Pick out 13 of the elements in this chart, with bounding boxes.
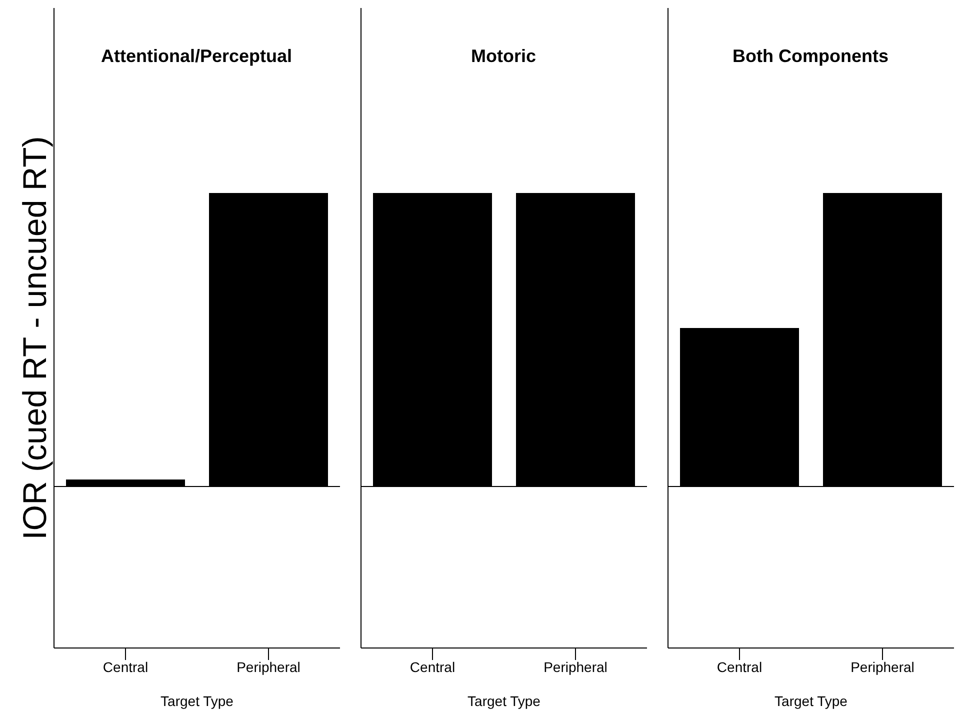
x-tick-label: Peripheral	[850, 658, 914, 675]
chart-title: Motoric	[470, 46, 537, 67]
x-axis-title: Target Type	[468, 693, 541, 709]
x-tick-label: Peripheral	[544, 658, 608, 675]
x-axis-title: Target Type	[774, 693, 848, 709]
chart-title: Both Components	[732, 46, 890, 67]
x-tick-label: Peripheral	[236, 658, 300, 675]
x-tick-label: Central	[102, 658, 148, 675]
chart-title: Attentional/Perceptual	[100, 46, 294, 67]
y-axis-title: IOR (cued RT - uncued RT)	[16, 136, 54, 540]
x-tick-label: Central	[716, 658, 762, 675]
x-axis-title: Target Type	[160, 693, 234, 709]
x-tick-label: Central	[410, 658, 456, 675]
